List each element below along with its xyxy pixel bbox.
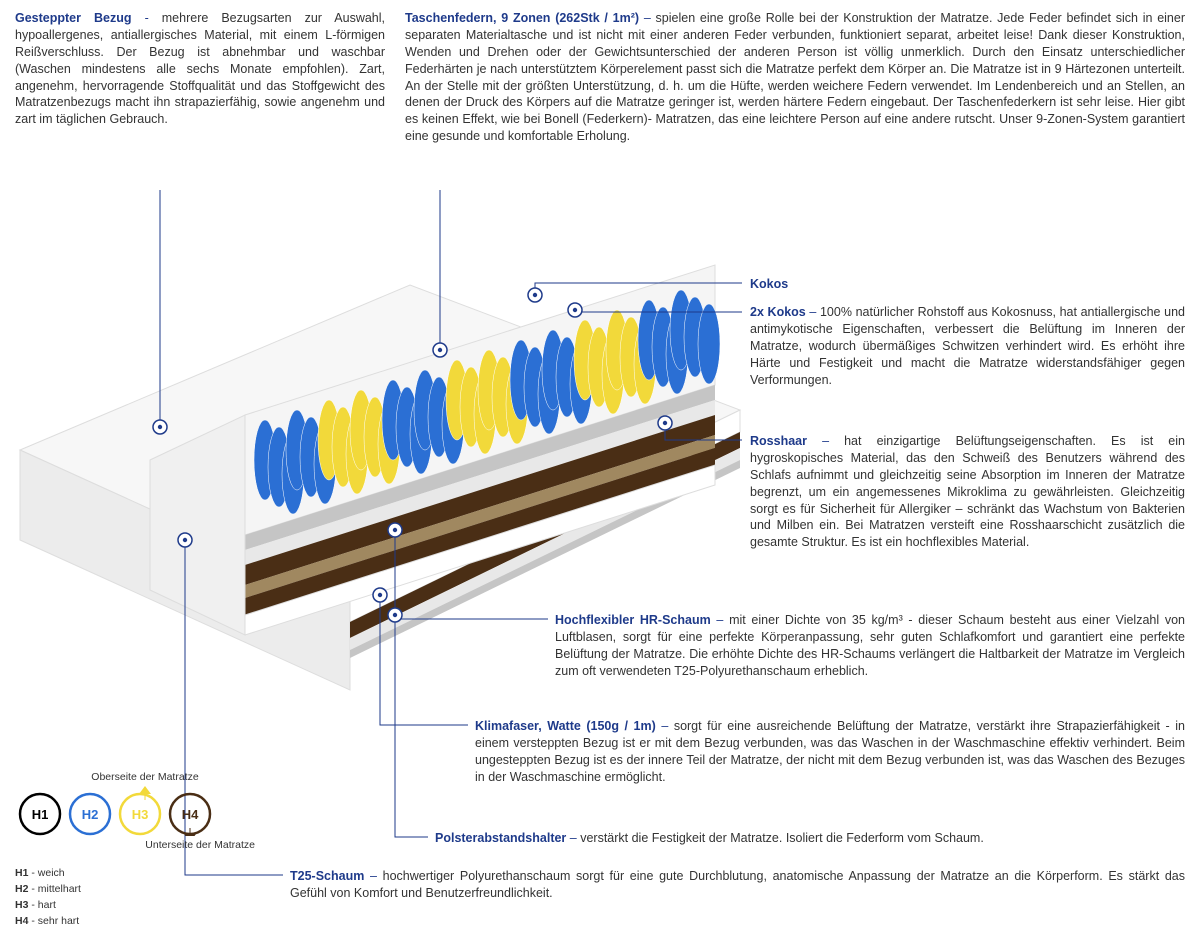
hardness-circles: H1 H2 H3 H4: [15, 786, 235, 836]
callout-hrschaum: Hochflexibler HR-Schaum – mit einer Dich…: [555, 612, 1185, 680]
section-springs: Taschenfedern, 9 Zonen (262Stk / 1m²) – …: [405, 10, 1185, 145]
svg-text:H4: H4: [182, 807, 199, 822]
head-springs: Taschenfedern, 9 Zonen (262Stk / 1m²): [405, 11, 639, 25]
svg-text:H1: H1: [32, 807, 49, 822]
hardness-top-label: Oberseite der Matratze: [15, 770, 275, 784]
callout-kokos: Kokos: [750, 276, 850, 293]
callout-klima: Klimafaser, Watte (150g / 1m) – sorgt fü…: [475, 718, 1185, 786]
section-cover: Gesteppter Bezug - mehrere Bezugsarten z…: [15, 10, 385, 145]
svg-text:H2: H2: [82, 807, 99, 822]
hardness-legend: Oberseite der Matratze H1 H2 H3 H4 Untersei…: [15, 770, 275, 929]
callout-t25: T25-Schaum – hochwertiger Polyurethansch…: [290, 868, 1185, 902]
callout-kokos2: 2x Kokos – 100% natürlicher Rohstoff aus…: [750, 304, 1185, 388]
head-cover: Gesteppter Bezug: [15, 11, 132, 25]
hardness-key: H1 - weichH2 - mittelhartH3 - hartH4 - s…: [15, 866, 275, 929]
body-springs: spielen eine große Rolle bei der Konstru…: [405, 11, 1185, 143]
svg-text:H3: H3: [132, 807, 149, 822]
hardness-bottom-label: Unterseite der Matratze: [15, 838, 275, 852]
callout-polster: Polsterabstandshalter – verstärkt die Fe…: [435, 830, 1185, 847]
callout-rosshaar: Rosshaar – hat einzigartige Belüftungsei…: [750, 433, 1185, 551]
body-cover: mehrere Bezugsarten zur Auswahl, hypoall…: [15, 11, 385, 126]
